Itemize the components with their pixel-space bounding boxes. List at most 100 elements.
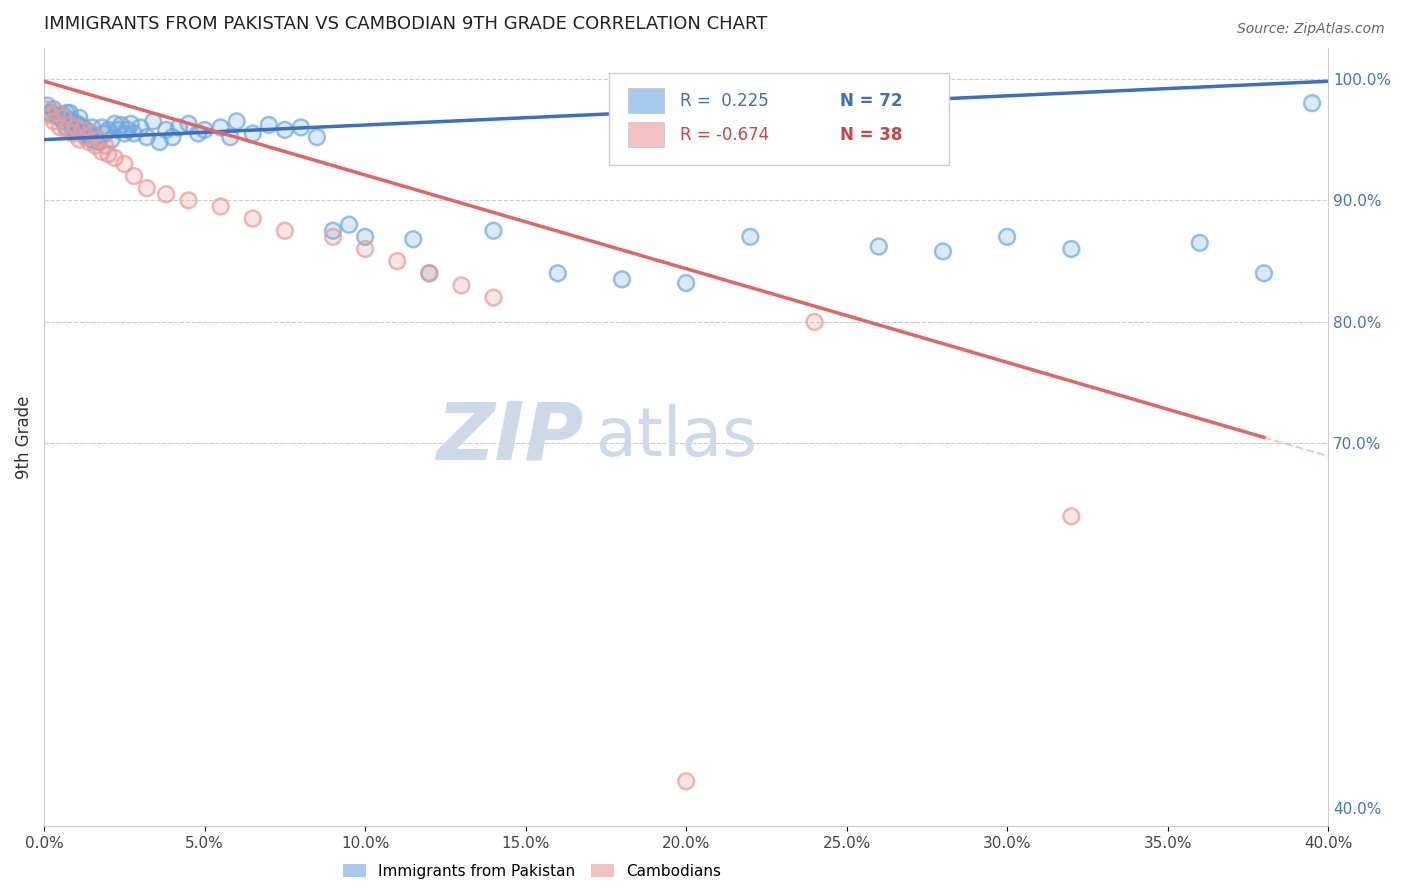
Point — [305, 130, 328, 145]
Point — [67, 118, 90, 132]
Point — [274, 224, 297, 238]
Point — [72, 120, 94, 135]
Point — [97, 147, 120, 161]
Point — [62, 120, 84, 135]
Point — [219, 130, 242, 145]
Point — [72, 127, 94, 141]
Point — [402, 232, 425, 246]
Point — [354, 242, 377, 256]
Text: ZIP: ZIP — [436, 399, 583, 476]
Point — [59, 118, 82, 132]
Point — [932, 244, 955, 259]
Point — [155, 187, 177, 202]
Point — [52, 108, 75, 122]
Point — [209, 120, 232, 135]
FancyBboxPatch shape — [628, 122, 664, 147]
Point — [75, 123, 97, 137]
Text: R =  0.225: R = 0.225 — [679, 92, 769, 110]
Point — [65, 120, 87, 135]
Point — [65, 123, 87, 137]
Point — [322, 229, 344, 244]
Point — [72, 123, 94, 137]
Point — [122, 127, 145, 141]
Point — [122, 169, 145, 183]
Point — [675, 276, 697, 290]
Text: Source: ZipAtlas.com: Source: ZipAtlas.com — [1237, 22, 1385, 37]
Point — [67, 111, 90, 125]
Point — [49, 120, 72, 135]
Point — [90, 145, 112, 159]
Point — [135, 130, 157, 145]
Point — [868, 239, 890, 253]
Point — [482, 291, 505, 305]
Point — [112, 127, 135, 141]
Point — [932, 244, 955, 259]
Point — [129, 120, 152, 135]
Point — [209, 199, 232, 213]
Point — [167, 120, 190, 135]
Point — [135, 130, 157, 145]
Point — [49, 111, 72, 125]
Point — [354, 229, 377, 244]
Point — [995, 229, 1018, 244]
Point — [77, 135, 100, 149]
Point — [675, 774, 697, 789]
Point — [242, 211, 264, 226]
Point — [42, 102, 65, 116]
Point — [740, 229, 762, 244]
Point — [155, 123, 177, 137]
Point — [257, 118, 280, 132]
Point — [62, 127, 84, 141]
Point — [112, 157, 135, 171]
Point — [187, 127, 209, 141]
Point — [87, 135, 110, 149]
Point — [740, 229, 762, 244]
Point — [547, 266, 569, 280]
Point — [117, 123, 139, 137]
Point — [39, 106, 62, 120]
Point — [62, 127, 84, 141]
Point — [72, 120, 94, 135]
Point — [94, 127, 117, 141]
Point — [209, 199, 232, 213]
Point — [67, 132, 90, 146]
Point — [82, 120, 104, 135]
Point — [75, 130, 97, 145]
Point — [177, 117, 200, 131]
Point — [290, 120, 312, 135]
Point — [49, 111, 72, 125]
Point — [418, 266, 440, 280]
Point — [90, 145, 112, 159]
Point — [177, 194, 200, 208]
Point — [107, 123, 129, 137]
Point — [1301, 96, 1323, 111]
Point — [337, 218, 360, 232]
Point — [120, 117, 142, 131]
Point — [194, 123, 217, 137]
Point — [219, 130, 242, 145]
Point — [52, 114, 75, 128]
Point — [65, 117, 87, 131]
Point — [46, 106, 69, 120]
Point — [995, 229, 1018, 244]
Point — [87, 132, 110, 146]
Point — [610, 272, 633, 286]
Point — [135, 181, 157, 195]
Point — [242, 127, 264, 141]
Point — [55, 106, 77, 120]
Point — [84, 130, 107, 145]
Point — [67, 132, 90, 146]
Point — [82, 127, 104, 141]
Point — [482, 291, 505, 305]
Point — [37, 98, 59, 112]
Point — [77, 125, 100, 139]
Point — [65, 123, 87, 137]
Point — [155, 187, 177, 202]
Point — [112, 157, 135, 171]
Point — [122, 169, 145, 183]
Point — [75, 128, 97, 143]
Point — [87, 132, 110, 146]
Point — [55, 120, 77, 135]
Point — [112, 127, 135, 141]
Point — [194, 123, 217, 137]
